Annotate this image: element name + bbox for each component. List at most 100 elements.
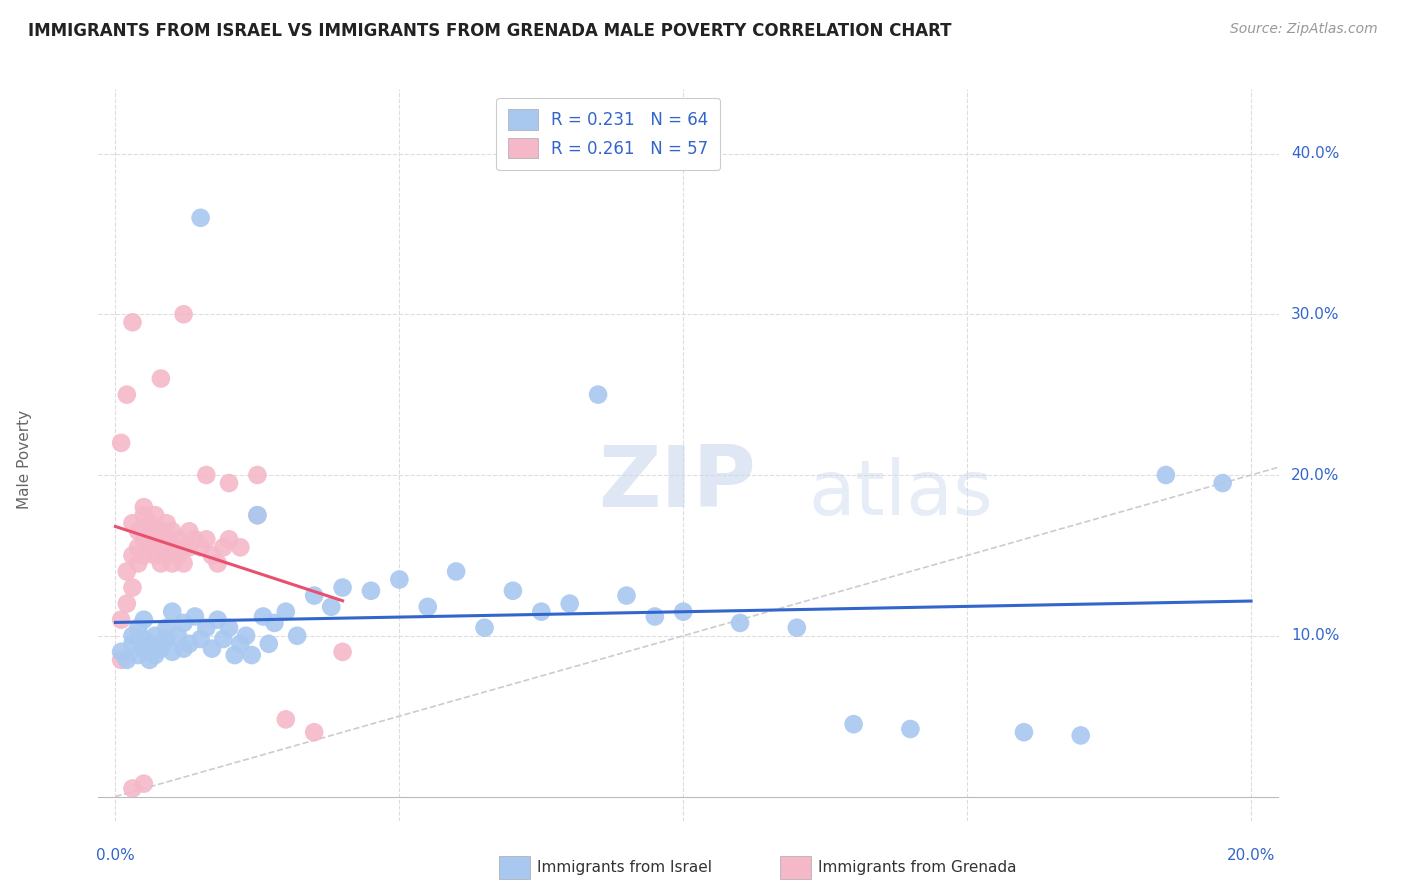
Point bbox=[195, 621, 218, 635]
Text: Source: ZipAtlas.com: Source: ZipAtlas.com bbox=[1230, 22, 1378, 37]
Point bbox=[302, 725, 325, 739]
Point bbox=[332, 581, 354, 595]
Point bbox=[132, 549, 155, 563]
Point bbox=[190, 632, 212, 646]
Point bbox=[184, 609, 207, 624]
Point bbox=[246, 468, 269, 483]
Point bbox=[143, 648, 166, 662]
Point bbox=[173, 641, 195, 656]
Point bbox=[132, 632, 155, 646]
Point bbox=[274, 712, 297, 726]
Point bbox=[201, 549, 224, 563]
Point bbox=[257, 637, 280, 651]
Point bbox=[110, 613, 132, 627]
Point bbox=[155, 516, 177, 531]
Point bbox=[132, 533, 155, 547]
Point bbox=[162, 645, 183, 659]
Point bbox=[616, 589, 638, 603]
Text: ZIP: ZIP bbox=[598, 442, 756, 524]
Point bbox=[246, 508, 269, 523]
Point bbox=[218, 476, 240, 491]
Point bbox=[332, 645, 354, 659]
Point bbox=[173, 541, 195, 555]
Point bbox=[900, 722, 922, 736]
Point bbox=[179, 541, 201, 555]
Point bbox=[115, 597, 138, 611]
Point bbox=[218, 621, 240, 635]
Point bbox=[115, 387, 138, 401]
Point bbox=[121, 637, 143, 651]
Point bbox=[138, 653, 160, 667]
Point bbox=[167, 629, 190, 643]
Point bbox=[173, 557, 195, 571]
Point bbox=[143, 629, 166, 643]
Point bbox=[127, 648, 149, 662]
Point bbox=[728, 615, 751, 630]
Point bbox=[444, 565, 467, 579]
Point bbox=[502, 583, 524, 598]
Point bbox=[190, 211, 212, 225]
Text: 40.0%: 40.0% bbox=[1291, 146, 1339, 161]
Point bbox=[132, 641, 155, 656]
Point bbox=[252, 609, 274, 624]
Text: 20.0%: 20.0% bbox=[1227, 848, 1275, 863]
Point bbox=[162, 605, 183, 619]
Point bbox=[558, 597, 581, 611]
Point bbox=[195, 468, 218, 483]
Point bbox=[143, 549, 166, 563]
Point bbox=[138, 516, 160, 531]
Legend: R = 0.231   N = 64, R = 0.261   N = 57: R = 0.231 N = 64, R = 0.261 N = 57 bbox=[496, 97, 720, 169]
Point bbox=[586, 387, 609, 401]
Point bbox=[285, 629, 308, 643]
Point bbox=[179, 637, 201, 651]
Point bbox=[110, 435, 132, 450]
Point bbox=[149, 524, 172, 539]
Text: IMMIGRANTS FROM ISRAEL VS IMMIGRANTS FROM GRENADA MALE POVERTY CORRELATION CHART: IMMIGRANTS FROM ISRAEL VS IMMIGRANTS FRO… bbox=[28, 22, 952, 40]
Point bbox=[132, 500, 155, 515]
Point bbox=[388, 573, 411, 587]
Point bbox=[416, 599, 439, 614]
Point bbox=[155, 533, 177, 547]
Point bbox=[229, 541, 252, 555]
Point bbox=[115, 565, 138, 579]
Text: Male Poverty: Male Poverty bbox=[17, 409, 32, 508]
Point bbox=[274, 605, 297, 619]
Point bbox=[302, 589, 325, 603]
Text: 0.0%: 0.0% bbox=[96, 848, 135, 863]
Point bbox=[121, 581, 143, 595]
Point bbox=[155, 632, 177, 646]
Point bbox=[138, 524, 160, 539]
Point bbox=[132, 613, 155, 627]
Point bbox=[127, 541, 149, 555]
Point bbox=[1212, 476, 1234, 491]
Point bbox=[132, 508, 155, 523]
Point bbox=[218, 533, 240, 547]
Point bbox=[672, 605, 695, 619]
Point bbox=[263, 615, 285, 630]
Point bbox=[155, 621, 177, 635]
Point bbox=[235, 629, 257, 643]
Point bbox=[842, 717, 865, 731]
Point bbox=[143, 508, 166, 523]
Point bbox=[224, 648, 246, 662]
Text: Immigrants from Israel: Immigrants from Israel bbox=[537, 860, 711, 874]
Point bbox=[179, 524, 201, 539]
Point bbox=[195, 533, 218, 547]
Point bbox=[149, 641, 172, 656]
Point bbox=[212, 632, 235, 646]
Point bbox=[1154, 468, 1177, 483]
Point bbox=[207, 557, 229, 571]
Point bbox=[207, 613, 229, 627]
Point bbox=[121, 629, 143, 643]
Point bbox=[149, 541, 172, 555]
Point bbox=[149, 637, 172, 651]
Point bbox=[321, 599, 343, 614]
Point bbox=[184, 533, 207, 547]
Point bbox=[162, 524, 183, 539]
Point bbox=[240, 648, 263, 662]
Text: atlas: atlas bbox=[808, 458, 993, 532]
Point bbox=[138, 637, 160, 651]
Point bbox=[127, 557, 149, 571]
Point bbox=[167, 549, 190, 563]
Point bbox=[530, 605, 553, 619]
